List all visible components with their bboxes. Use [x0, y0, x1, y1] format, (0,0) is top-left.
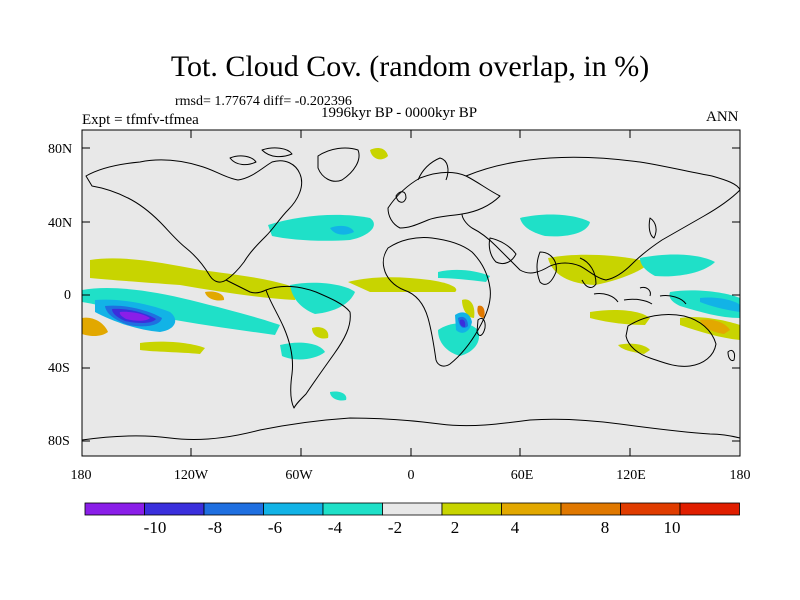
colorbar-tick-label: 2	[450, 518, 460, 537]
anomaly-patch-positive	[462, 299, 475, 318]
colorbar-swatch	[322, 502, 383, 516]
anomaly-patch-negative-strong	[119, 311, 150, 321]
anomaly-patch-negative-strong	[330, 225, 354, 235]
colorbar-tick-label: -8	[207, 518, 223, 537]
colorbar-tick-label: -2	[387, 518, 403, 537]
anomaly-patch-positive-strong	[477, 305, 485, 318]
period-text: 1996kyr BP - 0000kyr BP	[321, 105, 478, 121]
anomaly-patch-positive	[140, 341, 205, 354]
anomaly-patch-negative	[82, 288, 280, 335]
colorbar-swatch	[501, 502, 562, 516]
colorbar-swatch	[203, 502, 264, 516]
colorbar-swatch	[263, 502, 324, 516]
anomaly-patches	[82, 148, 740, 401]
colorbar	[84, 502, 740, 516]
colorbar-swatch	[382, 502, 443, 516]
anomaly-patch-positive	[370, 148, 388, 160]
lon-tick-label: 0	[407, 468, 415, 483]
season-text: ANN	[706, 109, 739, 125]
colorbar-swatch	[560, 502, 621, 516]
lon-tick-label: 60W	[285, 468, 313, 483]
anomaly-patch-positive-strong	[205, 291, 225, 301]
anomaly-patch-negative	[268, 214, 374, 241]
lat-tick-label: 80N	[48, 142, 73, 157]
lon-tick-label: 180	[70, 468, 92, 483]
anomaly-patch-negative	[438, 323, 480, 356]
anomaly-patch-positive	[590, 310, 650, 325]
anomaly-patch-positive	[548, 254, 650, 285]
lon-tick-label: 120W	[173, 468, 209, 483]
lat-tick-label: 40N	[48, 216, 73, 231]
colorbar-swatch	[84, 502, 145, 516]
colorbar-tick-label: 10	[663, 518, 681, 537]
lon-tick-label: 120E	[616, 468, 646, 483]
colorbar-swatch	[441, 502, 502, 516]
experiment-text: Expt = tfmfv-tfmea	[82, 112, 199, 128]
colorbar-tick-label: 8	[600, 518, 610, 537]
anomaly-patch-negative	[640, 254, 715, 277]
lat-tick-label: 80S	[48, 434, 70, 449]
anomaly-patch-positive-strong	[700, 319, 730, 334]
lat-tick-label: 0	[64, 288, 71, 303]
anomaly-patch-positive	[90, 258, 300, 300]
lon-tick-label: 60E	[510, 468, 534, 483]
anomaly-patch-negative	[669, 290, 740, 318]
anomaly-patch-positive	[312, 327, 329, 339]
colorbar-tick-label: -10	[143, 518, 167, 537]
lat-tick-label: 40S	[48, 361, 70, 376]
map-title: Tot. Cloud Cov. (random overlap, in %)	[170, 50, 650, 83]
stats-text: rmsd= 1.77674 diff= -0.202396	[175, 94, 352, 109]
anomaly-patch-negative	[438, 269, 490, 282]
anomaly-patch-positive-strong	[82, 317, 108, 336]
anomaly-patch-negative	[330, 391, 347, 401]
anomaly-patch-positive	[348, 277, 457, 292]
lon-tick-label: 180	[729, 468, 751, 483]
anomaly-patch-negative	[280, 342, 325, 360]
colorbar-tick-label: 4	[510, 518, 520, 537]
colorbar-tick-label: -6	[267, 518, 283, 537]
anomaly-patch-negative-strong	[459, 319, 466, 327]
colorbar-swatch	[620, 502, 681, 516]
colorbar-swatch	[679, 502, 740, 516]
anomaly-patch-negative	[520, 214, 590, 237]
anomaly-patch-negative-strong	[700, 297, 740, 312]
map-frame	[81, 129, 741, 457]
colorbar-tick-label: -4	[327, 518, 343, 537]
anomaly-patch-negative	[290, 282, 355, 314]
colorbar-swatch	[144, 502, 205, 516]
coastlines	[81, 147, 741, 441]
